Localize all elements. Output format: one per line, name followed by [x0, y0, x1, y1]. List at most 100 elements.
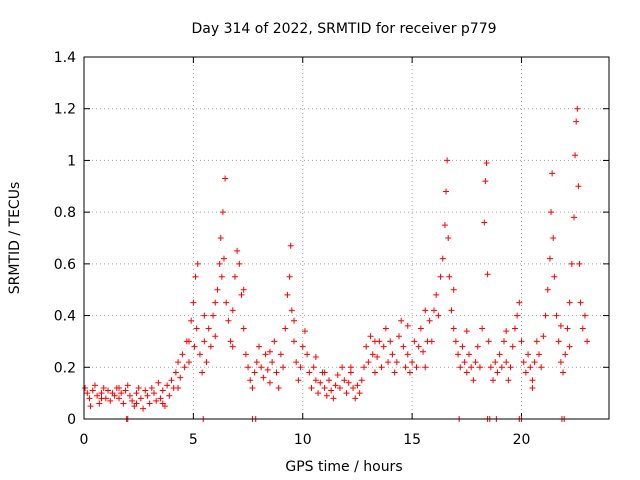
data-point [498, 364, 505, 371]
data-point [282, 325, 289, 332]
data-point [356, 390, 363, 397]
y-axis-title: SRMTID / TECUs [7, 182, 23, 295]
data-point [485, 338, 492, 345]
data-point [148, 384, 155, 391]
data-point [231, 273, 238, 280]
data-point [481, 219, 488, 226]
data-point [212, 299, 219, 306]
data-point [194, 260, 201, 267]
data-point [476, 364, 483, 371]
data-point [124, 382, 131, 389]
data-point [82, 384, 89, 391]
data-point [126, 392, 133, 399]
data-point [398, 317, 405, 324]
data-point [223, 299, 230, 306]
data-point [96, 400, 103, 407]
data-point [385, 359, 392, 366]
data-point [137, 395, 144, 402]
data-point [201, 338, 208, 345]
data-point [84, 390, 91, 397]
data-point [413, 364, 420, 371]
data-point [321, 384, 328, 391]
data-point [400, 343, 407, 350]
data-point [345, 379, 352, 386]
data-point [201, 312, 208, 319]
data-point [482, 178, 489, 185]
data-point [441, 222, 448, 229]
data-point [326, 377, 332, 384]
data-point [287, 242, 294, 249]
data-point [258, 364, 265, 371]
data-point [522, 369, 529, 376]
data-point [301, 328, 308, 335]
data-point [242, 351, 249, 358]
data-point [347, 369, 354, 376]
data-point [422, 364, 429, 371]
data-point [363, 343, 370, 350]
data-point [402, 364, 409, 371]
data-point [576, 260, 583, 267]
data-point [367, 333, 374, 340]
data-point [450, 286, 457, 293]
data-point [501, 338, 507, 345]
data-point [391, 369, 398, 376]
data-point [203, 359, 210, 366]
y-tick-label: 0.2 [54, 360, 76, 376]
data-points [82, 105, 591, 422]
data-point [256, 343, 262, 350]
x-tick-label: 0 [80, 432, 89, 448]
data-point [177, 374, 184, 381]
x-tick-label: 10 [294, 432, 312, 448]
data-point [310, 364, 317, 371]
data-point [135, 384, 142, 391]
data-point [291, 338, 297, 345]
data-point [361, 364, 367, 371]
data-point [358, 377, 365, 384]
data-point [199, 369, 206, 376]
data-point [188, 317, 195, 324]
data-point [389, 351, 396, 358]
data-point [505, 377, 512, 384]
data-point [323, 392, 330, 399]
data-point [229, 307, 236, 314]
data-point [551, 273, 558, 280]
data-point [435, 312, 442, 319]
data-point [277, 351, 284, 358]
data-point [455, 351, 462, 358]
data-point [546, 255, 553, 262]
data-point [266, 348, 273, 355]
data-point [288, 307, 295, 314]
data-point [380, 343, 387, 350]
data-point [295, 377, 302, 384]
data-point [483, 160, 490, 167]
data-point [186, 338, 192, 345]
data-point [452, 338, 459, 345]
x-tick-label: 5 [189, 432, 198, 448]
data-point [304, 351, 311, 358]
data-point [133, 400, 140, 407]
data-point [463, 369, 470, 376]
data-point [579, 325, 586, 332]
data-point [538, 364, 545, 371]
data-point [306, 369, 313, 376]
data-point [433, 291, 440, 298]
data-point [404, 351, 411, 358]
data-point [105, 387, 112, 394]
data-point [192, 273, 199, 280]
data-point [196, 351, 203, 358]
data-point [172, 369, 179, 376]
data-point [549, 170, 556, 177]
data-point [240, 325, 247, 332]
data-point [222, 175, 229, 182]
data-point [548, 209, 555, 216]
data-point [531, 359, 538, 366]
data-point [577, 299, 584, 306]
data-point [157, 395, 164, 402]
data-point [553, 312, 560, 319]
data-point [94, 392, 101, 399]
data-point [431, 307, 437, 314]
data-point [354, 382, 361, 389]
data-point [191, 343, 198, 350]
data-point [470, 377, 477, 384]
data-point [321, 369, 328, 376]
